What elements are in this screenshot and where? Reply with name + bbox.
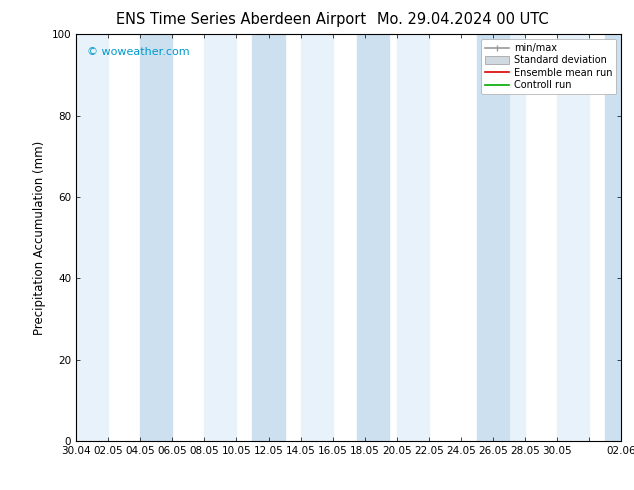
Bar [605,34,634,441]
Bar [301,34,333,441]
Text: ENS Time Series Aberdeen Airport: ENS Time Series Aberdeen Airport [116,12,366,27]
Bar [493,34,525,441]
Bar [140,34,172,441]
Text: © woweather.com: © woweather.com [87,47,190,56]
Bar [252,34,285,441]
Bar [397,34,429,441]
Y-axis label: Precipitation Accumulation (mm): Precipitation Accumulation (mm) [33,141,46,335]
Bar [557,34,589,441]
Bar [204,34,236,441]
Bar [76,34,108,441]
Bar [357,34,389,441]
Legend: min/max, Standard deviation, Ensemble mean run, Controll run: min/max, Standard deviation, Ensemble me… [481,39,616,94]
Text: Mo. 29.04.2024 00 UTC: Mo. 29.04.2024 00 UTC [377,12,548,27]
Bar [477,34,509,441]
